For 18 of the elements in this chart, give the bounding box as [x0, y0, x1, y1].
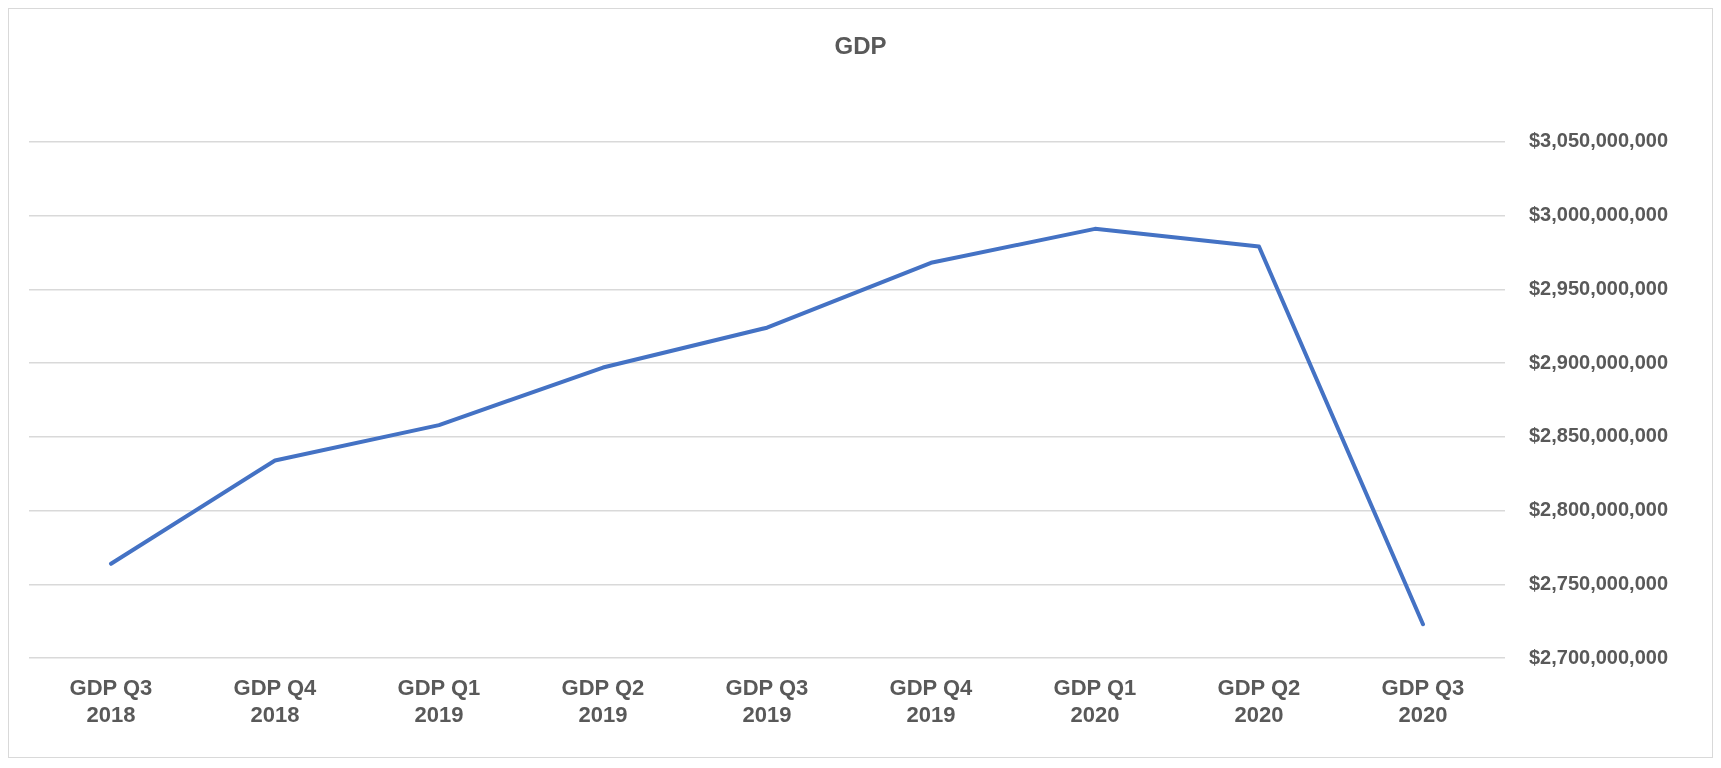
y-tick-label: $2,950,000,000 — [1528, 276, 1669, 299]
x-tick-label: GDP Q1 2019 — [397, 675, 481, 727]
x-tick-label: GDP Q4 2018 — [233, 675, 318, 727]
x-tick-label: GDP Q1 2020 — [1053, 675, 1137, 727]
x-tick-label: GDP Q2 2019 — [561, 675, 645, 727]
y-tick-label: $2,750,000,000 — [1528, 571, 1669, 594]
y-tick-label: $3,050,000,000 — [1528, 129, 1669, 152]
x-tick-label: GDP Q3 2018 — [69, 675, 153, 727]
x-tick-label: GDP Q3 2019 — [725, 675, 809, 727]
y-tick-label: $2,800,000,000 — [1528, 498, 1669, 521]
y-tick-label: $2,900,000,000 — [1528, 350, 1669, 373]
y-tick-label: $2,850,000,000 — [1528, 424, 1669, 447]
x-tick-label: GDP Q4 2019 — [889, 675, 974, 727]
y-tick-label: $3,000,000,000 — [1528, 203, 1669, 226]
x-tick-label: GDP Q2 2020 — [1217, 675, 1301, 727]
x-tick-label: GDP Q3 2020 — [1381, 675, 1465, 727]
chart-title: GDP — [834, 32, 887, 60]
y-tick-label: $2,700,000,000 — [1528, 645, 1669, 668]
